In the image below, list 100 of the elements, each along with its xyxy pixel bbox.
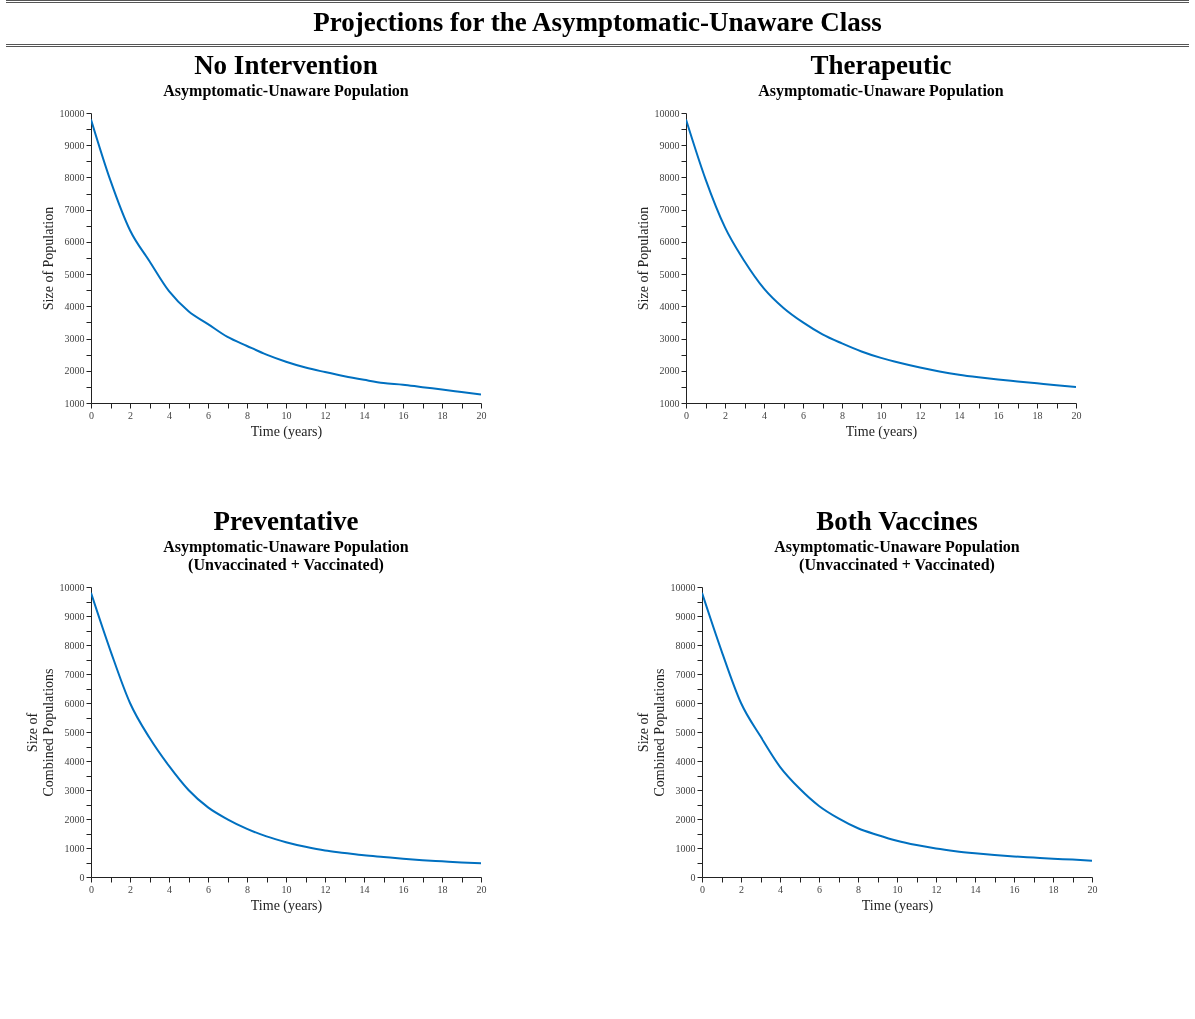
chart-title: Both Vaccines [816,506,978,536]
y-tick-label: 8000 [659,171,680,183]
y-tick-label: 9000 [64,610,85,622]
y-tick-label: 3000 [64,333,85,345]
x-tick-label: 18 [437,883,448,895]
y-tick-label: 7000 [64,668,85,680]
x-tick-label: 2 [128,883,133,895]
x-tick-label: 0 [700,883,705,895]
y-axis-title: Size of Combined Populations [24,668,56,797]
y-tick-label: 4000 [64,755,85,767]
x-tick-label: 14 [970,883,981,895]
y-tick-label: 4000 [675,755,696,767]
chart-title: Preventative [213,506,359,536]
y-tick-label: 5000 [675,726,696,738]
chart-subtitle: Asymptomatic-Unaware Population [163,82,409,100]
y-tick-label: 2000 [659,365,680,377]
x-tick-label: 14 [359,883,370,895]
x-tick-label: 20 [1071,409,1082,421]
x-tick-label: 6 [817,883,822,895]
y-tick-label: 5000 [64,268,85,280]
y-tick-label: 1000 [659,397,680,409]
x-tick-label: 10 [281,883,292,895]
y-tick-label: 8000 [675,639,696,651]
x-tick-label: 10 [892,883,903,895]
y-tick-label: 9000 [64,139,85,151]
x-tick-label: 20 [1087,883,1098,895]
line-series [91,591,481,865]
y-tick-label: 6000 [659,236,680,248]
chart-subtitle: Asymptomatic-Unaware Population (Unvaccinated + Vaccinated) [163,538,409,574]
x-tick-label: 20 [476,409,487,421]
y-tick-label: 10000 [59,107,85,119]
y-tick-label: 6000 [675,697,696,709]
x-tick-label: 18 [437,409,448,421]
chart-subtitle: Asymptomatic-Unaware Population (Unvaccinated + Vaccinated) [774,538,1020,574]
x-tick-label: 12 [320,883,331,895]
y-tick-label: 0 [690,871,696,883]
y-tick-label: 8000 [64,639,85,651]
x-tick-label: 8 [840,409,845,421]
y-axis-title: Size of Population [635,206,651,311]
y-tick-label: 2000 [64,813,85,825]
x-tick-label: 2 [739,883,744,895]
chart-title: No Intervention [194,50,378,80]
y-tick-label: 7000 [64,204,85,216]
y-tick-label: 1000 [675,842,696,854]
y-tick-label: 2000 [64,365,85,377]
y-tick-label: 9000 [659,139,680,151]
y-tick-label: 4000 [659,300,680,312]
y-tick-label: 0 [79,871,85,883]
x-axis-title: Time (years) [250,897,323,914]
chart-subtitle: Asymptomatic-Unaware Population [758,82,1004,100]
x-tick-label: 12 [320,409,331,421]
x-tick-label: 0 [89,409,94,421]
x-tick-label: 14 [954,409,965,421]
y-tick-label: 10000 [59,581,85,593]
y-tick-label: 4000 [64,300,85,312]
y-tick-label: 6000 [64,236,85,248]
x-tick-label: 14 [359,409,370,421]
y-tick-label: 5000 [64,726,85,738]
x-tick-label: 12 [931,883,942,895]
x-tick-label: 16 [398,409,409,421]
x-tick-label: 0 [89,883,94,895]
x-tick-label: 4 [167,409,172,421]
x-tick-label: 6 [801,409,806,421]
x-tick-label: 18 [1048,883,1059,895]
y-tick-label: 6000 [64,697,85,709]
x-tick-label: 2 [723,409,728,421]
y-tick-label: 5000 [659,268,680,280]
y-axis-title: Size of Combined Populations [635,668,667,797]
y-tick-label: 2000 [675,813,696,825]
x-tick-label: 8 [856,883,861,895]
x-tick-label: 6 [206,409,211,421]
x-axis-title: Time (years) [861,897,934,914]
y-tick-label: 10000 [654,107,680,119]
y-tick-label: 1000 [64,397,85,409]
y-tick-label: 7000 [659,204,680,216]
x-tick-label: 8 [245,409,250,421]
y-tick-label: 1000 [64,842,85,854]
text: Projections for the Asymptomatic-Unaware Class [6,0,1189,47]
line-series [91,118,481,396]
x-axis-title: Time (years) [250,423,323,440]
y-axis-title: Size of Population [40,206,56,311]
y-tick-label: 3000 [675,784,696,796]
x-tick-label: 16 [398,883,409,895]
x-tick-label: 4 [778,883,783,895]
x-tick-label: 10 [281,409,292,421]
y-tick-label: 10000 [670,581,696,593]
x-tick-label: 2 [128,409,133,421]
x-tick-label: 4 [762,409,767,421]
y-tick-label: 8000 [64,171,85,183]
y-tick-label: 3000 [659,333,680,345]
x-axis-title: Time (years) [845,423,918,440]
y-tick-label: 7000 [675,668,696,680]
x-tick-label: 16 [993,409,1004,421]
x-tick-label: 4 [167,883,172,895]
x-tick-label: 6 [206,883,211,895]
y-tick-label: 9000 [675,610,696,622]
y-tick-label: 3000 [64,784,85,796]
x-tick-label: 16 [1009,883,1020,895]
x-tick-label: 18 [1032,409,1043,421]
x-tick-label: 10 [876,409,887,421]
